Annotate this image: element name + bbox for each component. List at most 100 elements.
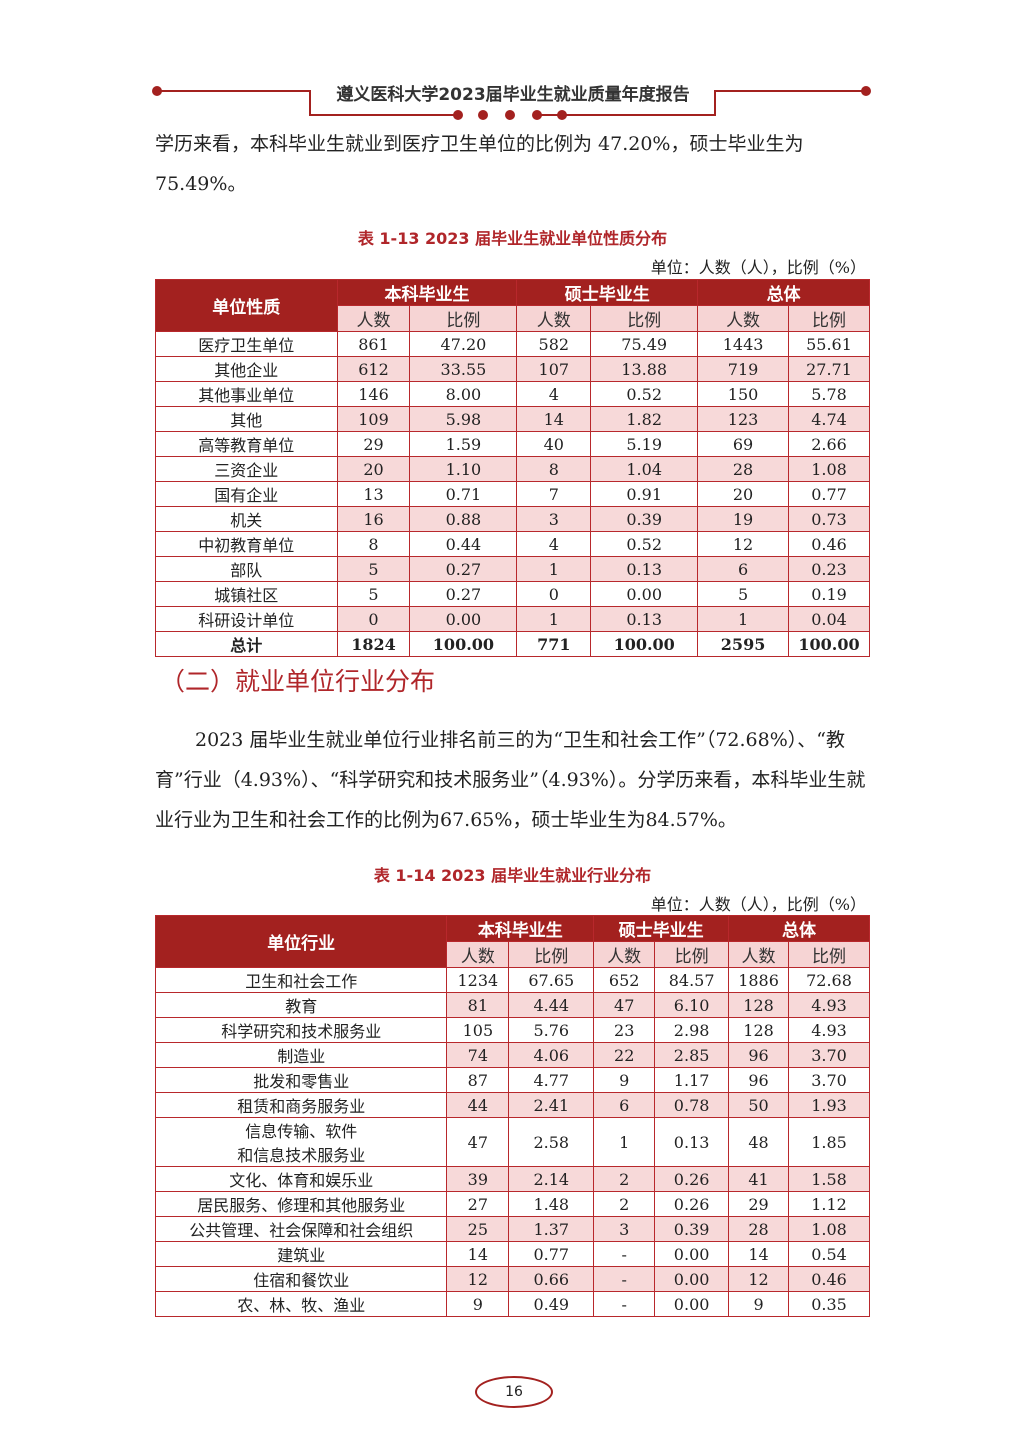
cell-value: 6 bbox=[593, 1092, 656, 1118]
cell-value: 0.88 bbox=[409, 506, 518, 532]
row-label: 制造业 bbox=[154, 1042, 448, 1068]
table-row: 其他事业单位 146 8.00 4 0.52 150 5.78 bbox=[155, 381, 870, 407]
table-row: 信息传输、软件 和信息技术服务业 47 2.58 1 0.13 48 1.85 bbox=[154, 1117, 870, 1167]
industry-paragraph: 2023 届毕业生就业单位行业排名前三的为“卫生和社会工作”（72.68%）、“… bbox=[155, 729, 866, 831]
cell-value: 2 bbox=[593, 1166, 656, 1192]
cell-value: 0.77 bbox=[788, 481, 870, 507]
table1-caption: 表 1-13 2023 届毕业生就业单位性质分布 bbox=[357, 229, 668, 248]
header-sub: 比例 bbox=[654, 941, 730, 968]
header-group: 总体 bbox=[728, 915, 870, 942]
cell-value: 12 bbox=[728, 1266, 790, 1292]
cell-value: 1 bbox=[516, 556, 592, 582]
cell-value: 100.00 bbox=[590, 631, 699, 657]
cell-value: 123 bbox=[697, 406, 789, 432]
header-group: 硕士毕业生 bbox=[593, 915, 730, 942]
cell-value: 39 bbox=[446, 1166, 510, 1192]
section-title: （二）就业单位行业分布 bbox=[160, 667, 436, 696]
cell-value: 0.46 bbox=[788, 531, 870, 557]
table-row: 总计 1824 100.00 771 100.00 2595 100.00 bbox=[155, 631, 870, 657]
cell-value: 861 bbox=[336, 331, 411, 357]
cell-value: 0.44 bbox=[409, 531, 518, 557]
cell-value: 25 bbox=[446, 1216, 510, 1242]
cell-value: 0.27 bbox=[409, 581, 518, 607]
table-row: 国有企业 13 0.71 7 0.91 20 0.77 bbox=[155, 481, 870, 507]
cell-value: 4.74 bbox=[788, 406, 870, 432]
cell-value: 47.20 bbox=[409, 331, 518, 357]
table-row: 农、林、牧、渔业 9 0.49-0.00 9 0.35 bbox=[154, 1291, 870, 1317]
cell-value: 612 bbox=[336, 356, 411, 382]
cell-value: 19 bbox=[697, 506, 789, 532]
cell-value: 87 bbox=[446, 1067, 510, 1093]
table-row: 高等教育单位 29 1.59 40 5.19 69 2.66 bbox=[155, 431, 870, 457]
cell-value: 0.00 bbox=[590, 581, 699, 607]
header-sub: 人数 bbox=[728, 941, 790, 968]
cell-value: 9 bbox=[446, 1291, 510, 1317]
table-row: 卫生和社会工作 1234 67.65 652 84.57 1886 72.68 bbox=[154, 967, 870, 993]
cell-value: 1.37 bbox=[508, 1216, 595, 1242]
cell-value: 0.73 bbox=[788, 506, 870, 532]
cell-value: 107 bbox=[516, 356, 592, 382]
cell-value: 109 bbox=[336, 406, 411, 432]
cell-value: 8 bbox=[336, 531, 411, 557]
cell-value: 84.57 bbox=[654, 967, 730, 993]
cell-value: 100.00 bbox=[788, 631, 870, 657]
cell-value: 29 bbox=[728, 1191, 790, 1217]
row-label: 租赁和商务服务业 bbox=[154, 1092, 448, 1118]
cell-value: - bbox=[593, 1266, 656, 1292]
table-row: 科研设计单位 0 0.00 1 0.13 1 0.04 bbox=[155, 606, 870, 632]
cell-value: 67.65 bbox=[508, 967, 595, 993]
cell-value: 5.19 bbox=[590, 431, 699, 457]
cell-value: 7 bbox=[516, 481, 592, 507]
cell-value: 14 bbox=[516, 406, 592, 432]
table-row: 科学研究和技术服务业 105 5.76 23 2.98 128 4.93 bbox=[154, 1017, 870, 1043]
cell-value: 0.00 bbox=[409, 606, 518, 632]
cell-value: 75.49 bbox=[590, 331, 699, 357]
row-label: 其他 bbox=[155, 406, 338, 432]
header-sub: 人数 bbox=[336, 305, 411, 332]
cell-value: 29 bbox=[336, 431, 411, 457]
cell-value: 23 bbox=[593, 1017, 656, 1043]
cell-value: 0.52 bbox=[590, 531, 699, 557]
header-group: 硕士毕业生 bbox=[516, 279, 699, 306]
cell-value: 9 bbox=[593, 1067, 656, 1093]
cell-value: 1.58 bbox=[788, 1166, 870, 1192]
header-ornament bbox=[152, 86, 871, 120]
table-row: 制造业 74 4.06 22 2.85 96 3.70 bbox=[154, 1042, 870, 1068]
cell-value: 8.00 bbox=[409, 381, 518, 407]
cell-value: 100.00 bbox=[409, 631, 518, 657]
cell-value: 1.12 bbox=[788, 1191, 870, 1217]
cell-value: 55.61 bbox=[788, 331, 870, 357]
table2-caption: 表 1-14 2023 届毕业生就业行业分布 bbox=[373, 866, 652, 885]
table-row: 其他企业 612 33.55 107 13.88 719 27.71 bbox=[155, 356, 870, 382]
row-label: 三资企业 bbox=[155, 456, 338, 482]
table-row: 三资企业 20 1.10 8 1.04 28 1.08 bbox=[155, 456, 870, 482]
cell-value: 33.55 bbox=[409, 356, 518, 382]
cell-value: 1.82 bbox=[590, 406, 699, 432]
cell-value: 27 bbox=[446, 1191, 510, 1217]
row-label: 批发和零售业 bbox=[154, 1067, 448, 1093]
cell-value: 2.66 bbox=[788, 431, 870, 457]
cell-value: 0.27 bbox=[409, 556, 518, 582]
cell-value: 22 bbox=[593, 1042, 656, 1068]
header-category: 单位性质 bbox=[155, 279, 338, 332]
cell-value: 40 bbox=[516, 431, 592, 457]
cell-value: 1824 bbox=[336, 631, 411, 657]
cell-value: 1.17 bbox=[654, 1067, 730, 1093]
cell-value: 1.04 bbox=[590, 456, 699, 482]
cell-value: 1886 bbox=[728, 967, 790, 993]
header-group: 本科毕业生 bbox=[446, 915, 595, 942]
row-label: 教育 bbox=[154, 992, 448, 1018]
table-row: 城镇社区 5 0.27 0 0.00 5 0.19 bbox=[155, 581, 870, 607]
row-label: 科研设计单位 bbox=[155, 606, 338, 632]
cell-value: 5 bbox=[336, 556, 411, 582]
cell-value: 6.10 bbox=[654, 992, 730, 1018]
cell-value: 5 bbox=[336, 581, 411, 607]
cell-value: 719 bbox=[697, 356, 789, 382]
cell-value: 0 bbox=[516, 581, 592, 607]
row-label: 高等教育单位 bbox=[155, 431, 338, 457]
cell-value: 28 bbox=[728, 1216, 790, 1242]
cell-value: 1443 bbox=[697, 331, 789, 357]
cell-value: 128 bbox=[728, 1017, 790, 1043]
cell-value: 2.58 bbox=[508, 1117, 595, 1167]
